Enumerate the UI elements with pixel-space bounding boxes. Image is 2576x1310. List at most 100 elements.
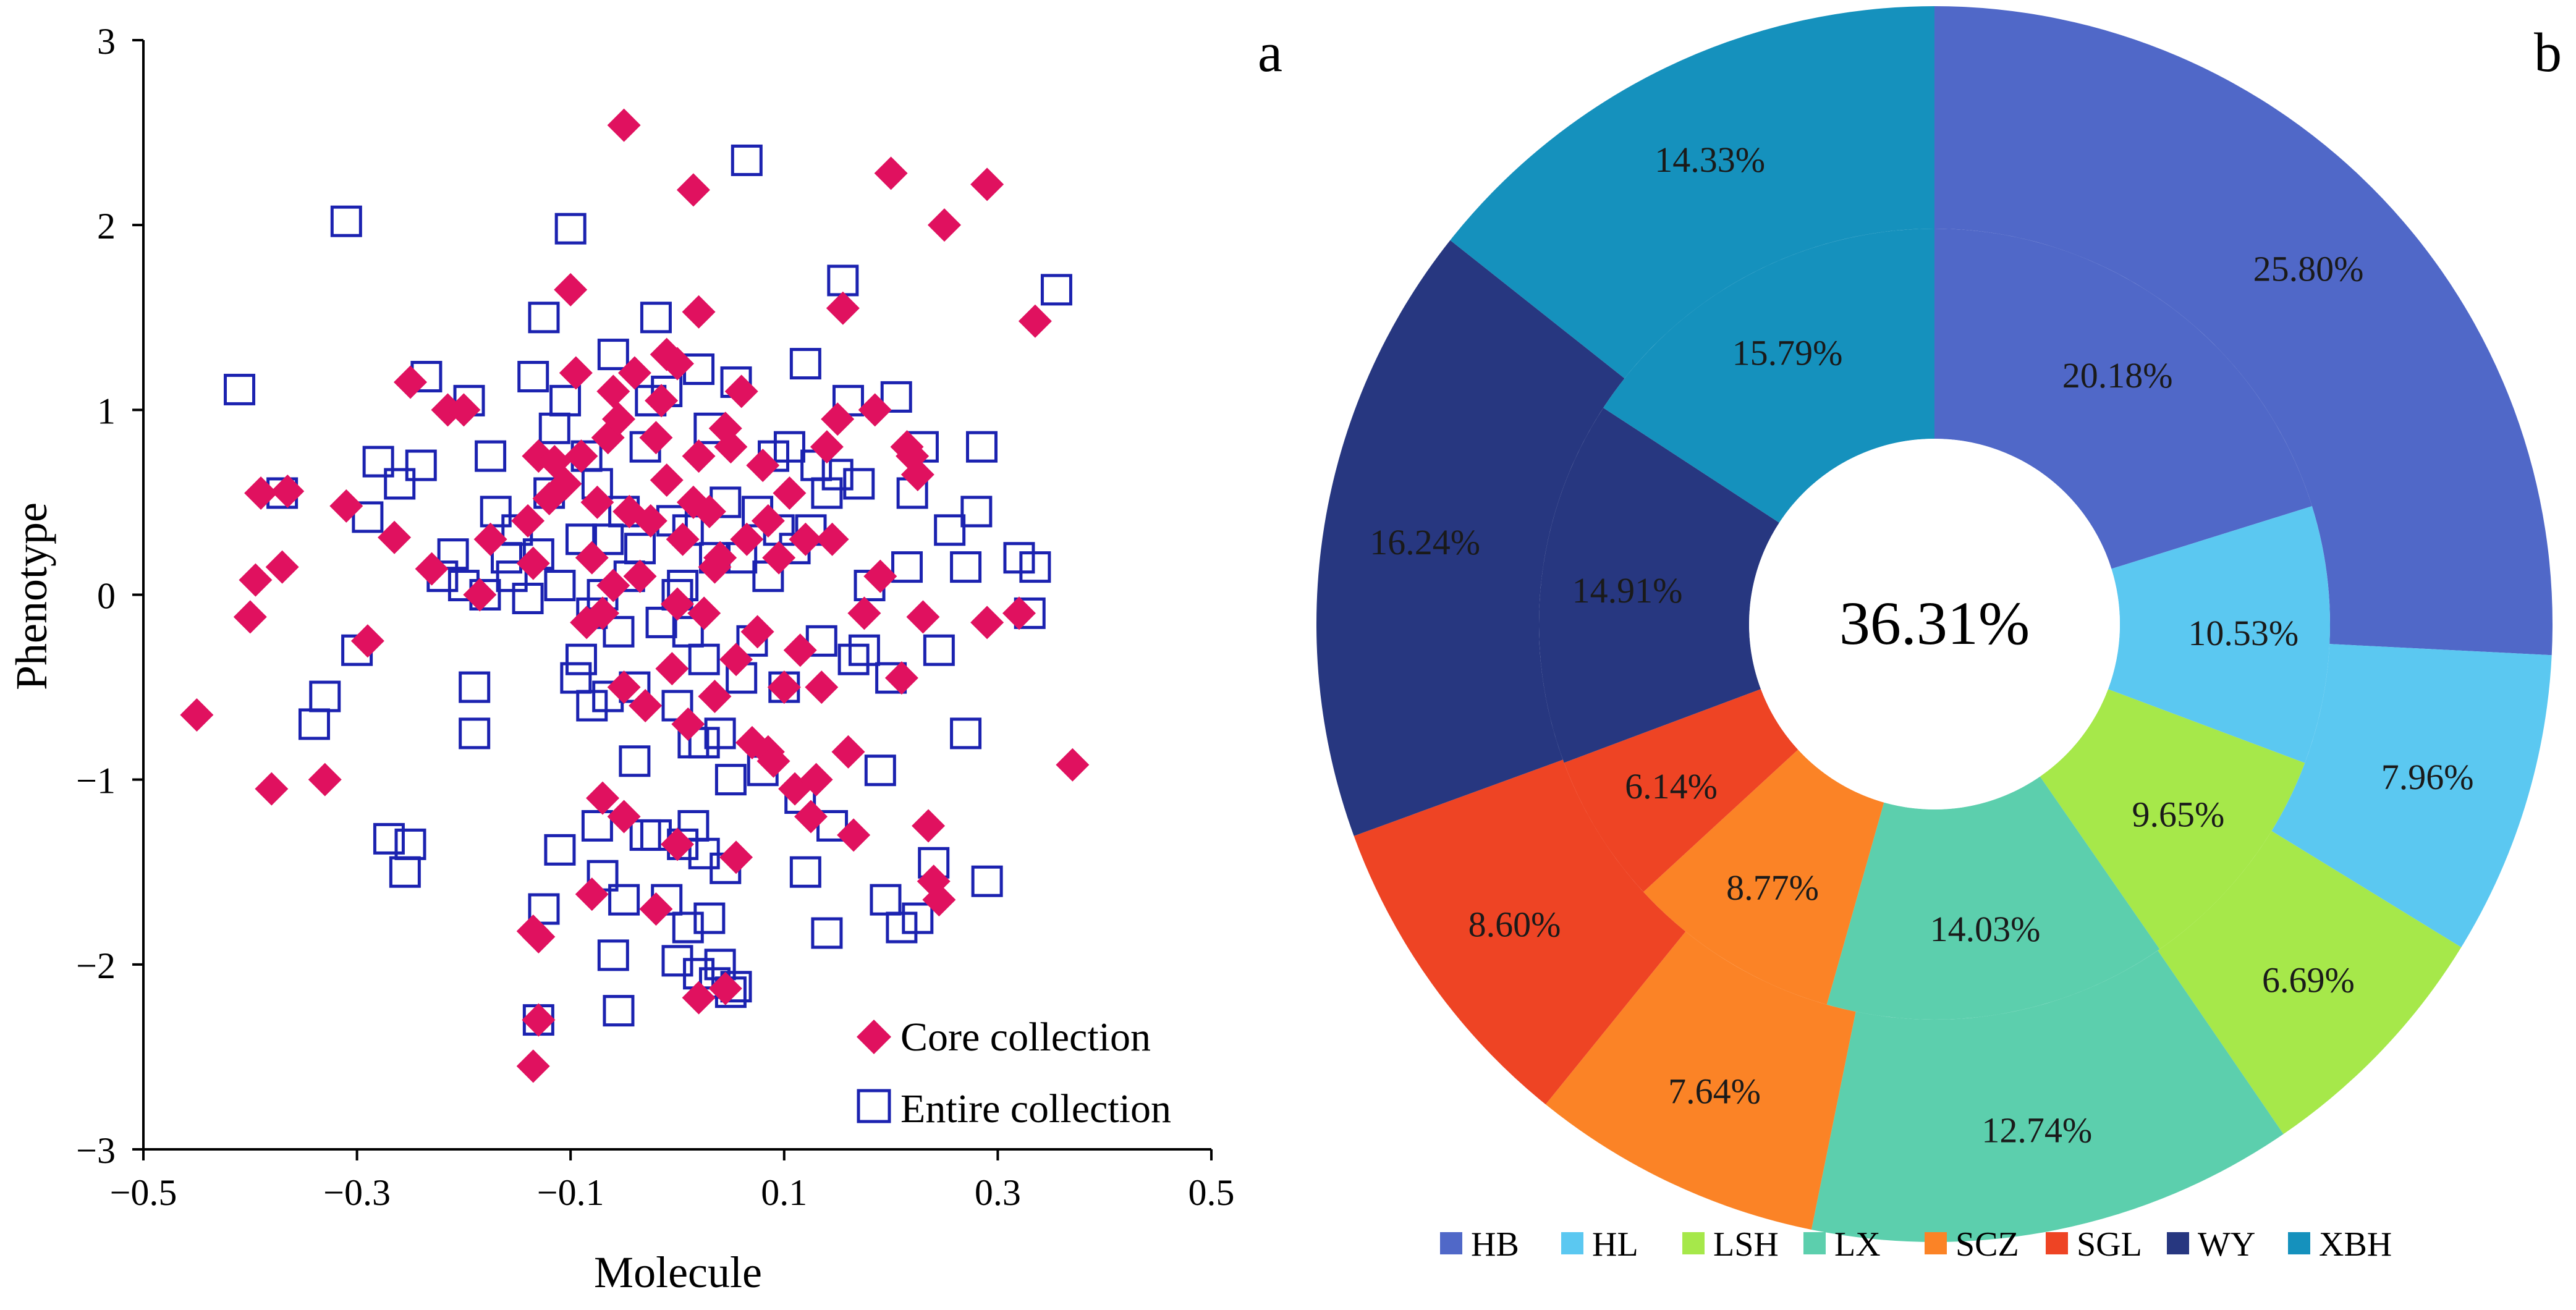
inner-slice-label-lsh: 9.65%	[2132, 794, 2224, 834]
core-collection-point	[661, 347, 694, 381]
core-collection-point	[698, 550, 732, 584]
core-collection-point	[724, 374, 758, 408]
entire-collection-point	[773, 431, 805, 463]
legend-swatch-xbh	[2288, 1232, 2310, 1254]
entire-collection-point	[1040, 274, 1072, 306]
core-collection-point	[639, 892, 673, 926]
entire-collection-point	[902, 902, 934, 934]
core-collection-point	[810, 430, 844, 464]
entire-collection-point	[624, 533, 656, 565]
core-collection-point	[308, 763, 342, 797]
y-tick-label: 2	[97, 206, 116, 247]
entire-collection-point	[554, 213, 587, 245]
core-collection-point	[596, 374, 630, 408]
legend-label-sgl: SGL	[2077, 1225, 2142, 1264]
inner-slice-hl	[2108, 506, 2330, 763]
core-collection-point	[559, 356, 593, 390]
core-collection-point	[708, 971, 742, 1005]
core-collection-point	[522, 1003, 556, 1037]
entire-collection-point	[714, 764, 747, 796]
y-ticks: −3 −2 −1 0 1 2 3	[76, 21, 143, 1171]
inner-slice-lsh	[2040, 689, 2305, 950]
outer-slice-wy	[1316, 240, 1625, 836]
legend-label-lx: LX	[1834, 1225, 1881, 1264]
core-collection-point	[970, 167, 1004, 201]
core-collection-point	[863, 559, 897, 593]
entire-collection-point	[475, 440, 507, 472]
x-ticks: −0.5 −0.3 −0.1 0.1 0.3 0.5	[110, 1149, 1235, 1213]
core-collection-point	[767, 670, 801, 704]
legend-entire-square-marker	[857, 1089, 891, 1123]
core-collection-point	[794, 800, 828, 834]
entire-collection-point	[1019, 551, 1051, 583]
inner-slice-label-hl: 10.53%	[2188, 613, 2298, 653]
inner-slice-label-xbh: 15.79%	[1732, 332, 1843, 373]
entire-collection-point	[789, 856, 821, 888]
core-collection-point	[928, 208, 961, 242]
legend-label-lsh: LSH	[1713, 1225, 1779, 1264]
entire-collection-point	[1003, 542, 1035, 574]
core-collection-point	[682, 981, 716, 1015]
outer-slice-hb	[1934, 6, 2553, 656]
legend-swatch-wy	[2167, 1232, 2189, 1254]
core-collection-point	[586, 781, 620, 815]
scatter-legend: Core collection Entire collection	[857, 1015, 1171, 1131]
entire-collection-point	[517, 360, 549, 392]
entire-collection-point	[672, 911, 704, 944]
core-collection-point	[1018, 304, 1052, 338]
core-collection-point	[255, 772, 289, 806]
entire-collection-point	[597, 339, 629, 371]
core-collection-point	[239, 563, 273, 597]
x-tick-label: −0.5	[110, 1172, 177, 1213]
legend-swatch-lx	[1803, 1232, 1826, 1254]
legend-swatch-hl	[1561, 1232, 1583, 1254]
core-collection-point	[1056, 748, 1090, 782]
core-collection-point	[180, 698, 214, 732]
core-collection-point	[601, 402, 635, 436]
outer-slice-xbh	[1450, 6, 1934, 379]
core-collection-point	[751, 504, 785, 538]
legend-swatch-sgl	[2046, 1232, 2068, 1254]
core-collection-point	[922, 883, 956, 917]
core-collection-point	[607, 800, 641, 834]
slice-labels: 25.80% 7.96% 6.69% 12.74% 7.64% 8.60% 16.24% 14…	[1370, 140, 2473, 1150]
core-collection-point	[671, 707, 705, 741]
inner-slice-sgl	[1564, 689, 1799, 892]
core-collection-point	[912, 809, 946, 843]
core-collection-point	[746, 449, 780, 483]
entire-collection-point	[330, 205, 362, 237]
outer-ring	[1316, 6, 2553, 1242]
entire-collection-point	[405, 449, 437, 481]
core-collection-point	[639, 421, 673, 455]
entire-collection-point	[597, 939, 629, 971]
outer-slice-scz	[1545, 931, 1856, 1230]
core-collection-point	[607, 108, 641, 142]
inner-ring	[1539, 229, 2330, 1020]
entire-collection-point	[512, 582, 544, 614]
entire-collection-point	[581, 809, 613, 842]
core-collection-point	[821, 402, 855, 436]
outer-slice-lx	[1811, 950, 2284, 1242]
entire-collection-point	[629, 819, 661, 851]
core-collection-point	[730, 522, 764, 556]
panel-label-b: b	[2534, 22, 2562, 83]
entire-collection-point	[298, 708, 330, 740]
outer-slice-label-hb: 25.80%	[2253, 249, 2364, 289]
core-collection-point	[271, 474, 305, 508]
entire-collection-point	[971, 865, 1003, 897]
legend-entire-label: Entire collection	[900, 1086, 1171, 1131]
outer-slice-label-hl: 7.96%	[2381, 757, 2474, 797]
entire-collection-point	[459, 717, 491, 750]
core-collection-point	[650, 463, 684, 497]
entire-collection-point	[848, 634, 880, 666]
core-collection-point	[687, 596, 721, 630]
outer-slice-sgl	[1354, 759, 1686, 1105]
core-collection-point	[805, 670, 839, 704]
inner-slice-label-scz: 8.77%	[1726, 868, 1819, 908]
entire-collection-point	[576, 690, 608, 722]
core-collection-point	[522, 919, 556, 953]
core-collection-point	[586, 596, 620, 630]
core-collection-point	[575, 541, 609, 575]
core-collection-point	[645, 384, 679, 418]
legend-core-label: Core collection	[900, 1015, 1151, 1060]
